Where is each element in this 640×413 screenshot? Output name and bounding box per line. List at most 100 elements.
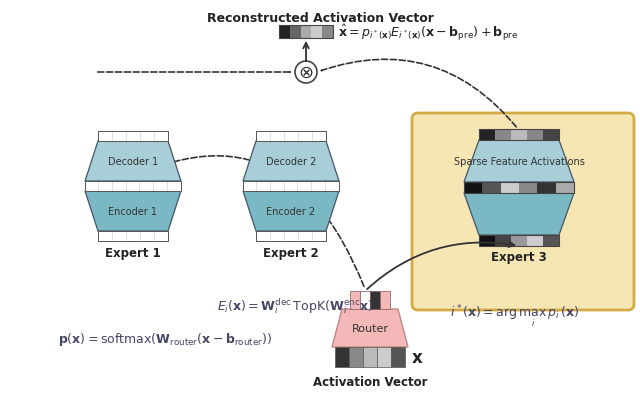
- Text: $\hat{\mathbf{x}} = p_{i^*(\mathbf{x})}E_{i^*(\mathbf{x})}(\mathbf{x} - \mathbf{: $\hat{\mathbf{x}} = p_{i^*(\mathbf{x})}E…: [338, 22, 518, 43]
- Bar: [279, 26, 290, 39]
- Bar: [538, 183, 556, 194]
- Text: Expert 1: Expert 1: [105, 247, 161, 259]
- Text: Expert 3: Expert 3: [491, 250, 547, 263]
- Bar: [98, 132, 168, 142]
- Bar: [86, 182, 98, 191]
- Bar: [479, 235, 495, 247]
- Bar: [257, 132, 269, 141]
- Bar: [141, 132, 154, 141]
- Bar: [322, 26, 333, 39]
- Bar: [391, 347, 405, 367]
- Bar: [140, 182, 153, 191]
- Bar: [99, 132, 111, 141]
- Bar: [312, 232, 326, 241]
- Bar: [271, 232, 284, 241]
- Text: $E_i(\mathbf{x}) = \mathbf{W}_i^\mathrm{dec}\,\mathrm{TopK}(\mathbf{W}_i^\mathrm: $E_i(\mathbf{x}) = \mathbf{W}_i^\mathrm{…: [217, 295, 373, 315]
- Bar: [127, 132, 140, 141]
- FancyArrowPatch shape: [321, 60, 516, 128]
- Bar: [556, 183, 574, 194]
- Bar: [256, 231, 326, 242]
- Text: Router: Router: [351, 323, 388, 333]
- Bar: [285, 182, 298, 191]
- Circle shape: [295, 62, 317, 84]
- Bar: [168, 182, 180, 191]
- Polygon shape: [464, 194, 574, 235]
- Bar: [243, 182, 339, 192]
- Bar: [479, 130, 559, 141]
- Bar: [543, 235, 559, 247]
- Bar: [85, 182, 181, 192]
- Polygon shape: [332, 309, 408, 347]
- Bar: [301, 26, 312, 39]
- Bar: [127, 232, 140, 241]
- Bar: [298, 232, 312, 241]
- Bar: [271, 132, 284, 141]
- Bar: [257, 182, 270, 191]
- Polygon shape: [464, 141, 574, 183]
- Text: Decoder 1: Decoder 1: [108, 157, 158, 166]
- Polygon shape: [85, 192, 181, 231]
- Text: Encoder 1: Encoder 1: [109, 206, 157, 216]
- Bar: [370, 291, 380, 309]
- Bar: [99, 232, 111, 241]
- Bar: [363, 347, 377, 367]
- Bar: [154, 232, 168, 241]
- Bar: [154, 182, 167, 191]
- Bar: [495, 235, 511, 247]
- Bar: [256, 132, 326, 142]
- Bar: [483, 183, 500, 194]
- Bar: [98, 231, 168, 242]
- Bar: [154, 132, 168, 141]
- Text: Sparse Feature Activations: Sparse Feature Activations: [454, 157, 584, 166]
- Text: $\mathbf{p}(\mathbf{x}) = \mathrm{softmax}(\mathbf{W}_\mathrm{router}(\mathbf{x}: $\mathbf{p}(\mathbf{x}) = \mathrm{softma…: [58, 331, 272, 348]
- Text: Reconstructed Activation Vector: Reconstructed Activation Vector: [207, 12, 433, 25]
- Polygon shape: [85, 142, 181, 182]
- Bar: [127, 182, 140, 191]
- Bar: [464, 183, 483, 194]
- Bar: [479, 235, 559, 247]
- Bar: [285, 232, 298, 241]
- Bar: [495, 130, 511, 141]
- Bar: [257, 232, 269, 241]
- Bar: [99, 182, 112, 191]
- Bar: [543, 130, 559, 141]
- Bar: [312, 26, 322, 39]
- Bar: [335, 347, 349, 367]
- Bar: [360, 291, 370, 309]
- Polygon shape: [243, 192, 339, 231]
- Bar: [312, 182, 324, 191]
- Bar: [464, 183, 574, 194]
- Bar: [271, 182, 284, 191]
- Bar: [350, 291, 360, 309]
- Bar: [326, 182, 339, 191]
- Bar: [527, 235, 543, 247]
- Bar: [298, 132, 312, 141]
- Bar: [479, 130, 495, 141]
- Text: Decoder 2: Decoder 2: [266, 157, 316, 166]
- Text: Encoder 2: Encoder 2: [266, 206, 316, 216]
- Text: $\otimes$: $\otimes$: [298, 64, 314, 82]
- Bar: [113, 232, 125, 241]
- Bar: [285, 132, 298, 141]
- Bar: [290, 26, 301, 39]
- Text: $\mathbf{x}$: $\mathbf{x}$: [411, 348, 424, 366]
- Text: $i^*(\mathbf{x}) = \arg\max_i\, p_i(\mathbf{x})$: $i^*(\mathbf{x}) = \arg\max_i\, p_i(\mat…: [450, 302, 579, 328]
- Bar: [312, 132, 326, 141]
- Bar: [113, 182, 125, 191]
- Bar: [519, 183, 538, 194]
- FancyArrowPatch shape: [97, 157, 364, 287]
- Bar: [511, 130, 527, 141]
- FancyBboxPatch shape: [412, 114, 634, 310]
- Bar: [377, 347, 391, 367]
- Bar: [527, 130, 543, 141]
- Text: Activation Vector: Activation Vector: [313, 375, 428, 388]
- Bar: [113, 132, 125, 141]
- Bar: [141, 232, 154, 241]
- Bar: [380, 291, 390, 309]
- Bar: [349, 347, 363, 367]
- Bar: [298, 182, 311, 191]
- Text: Expert 2: Expert 2: [263, 247, 319, 259]
- Bar: [279, 26, 333, 39]
- Bar: [243, 182, 256, 191]
- Bar: [511, 235, 527, 247]
